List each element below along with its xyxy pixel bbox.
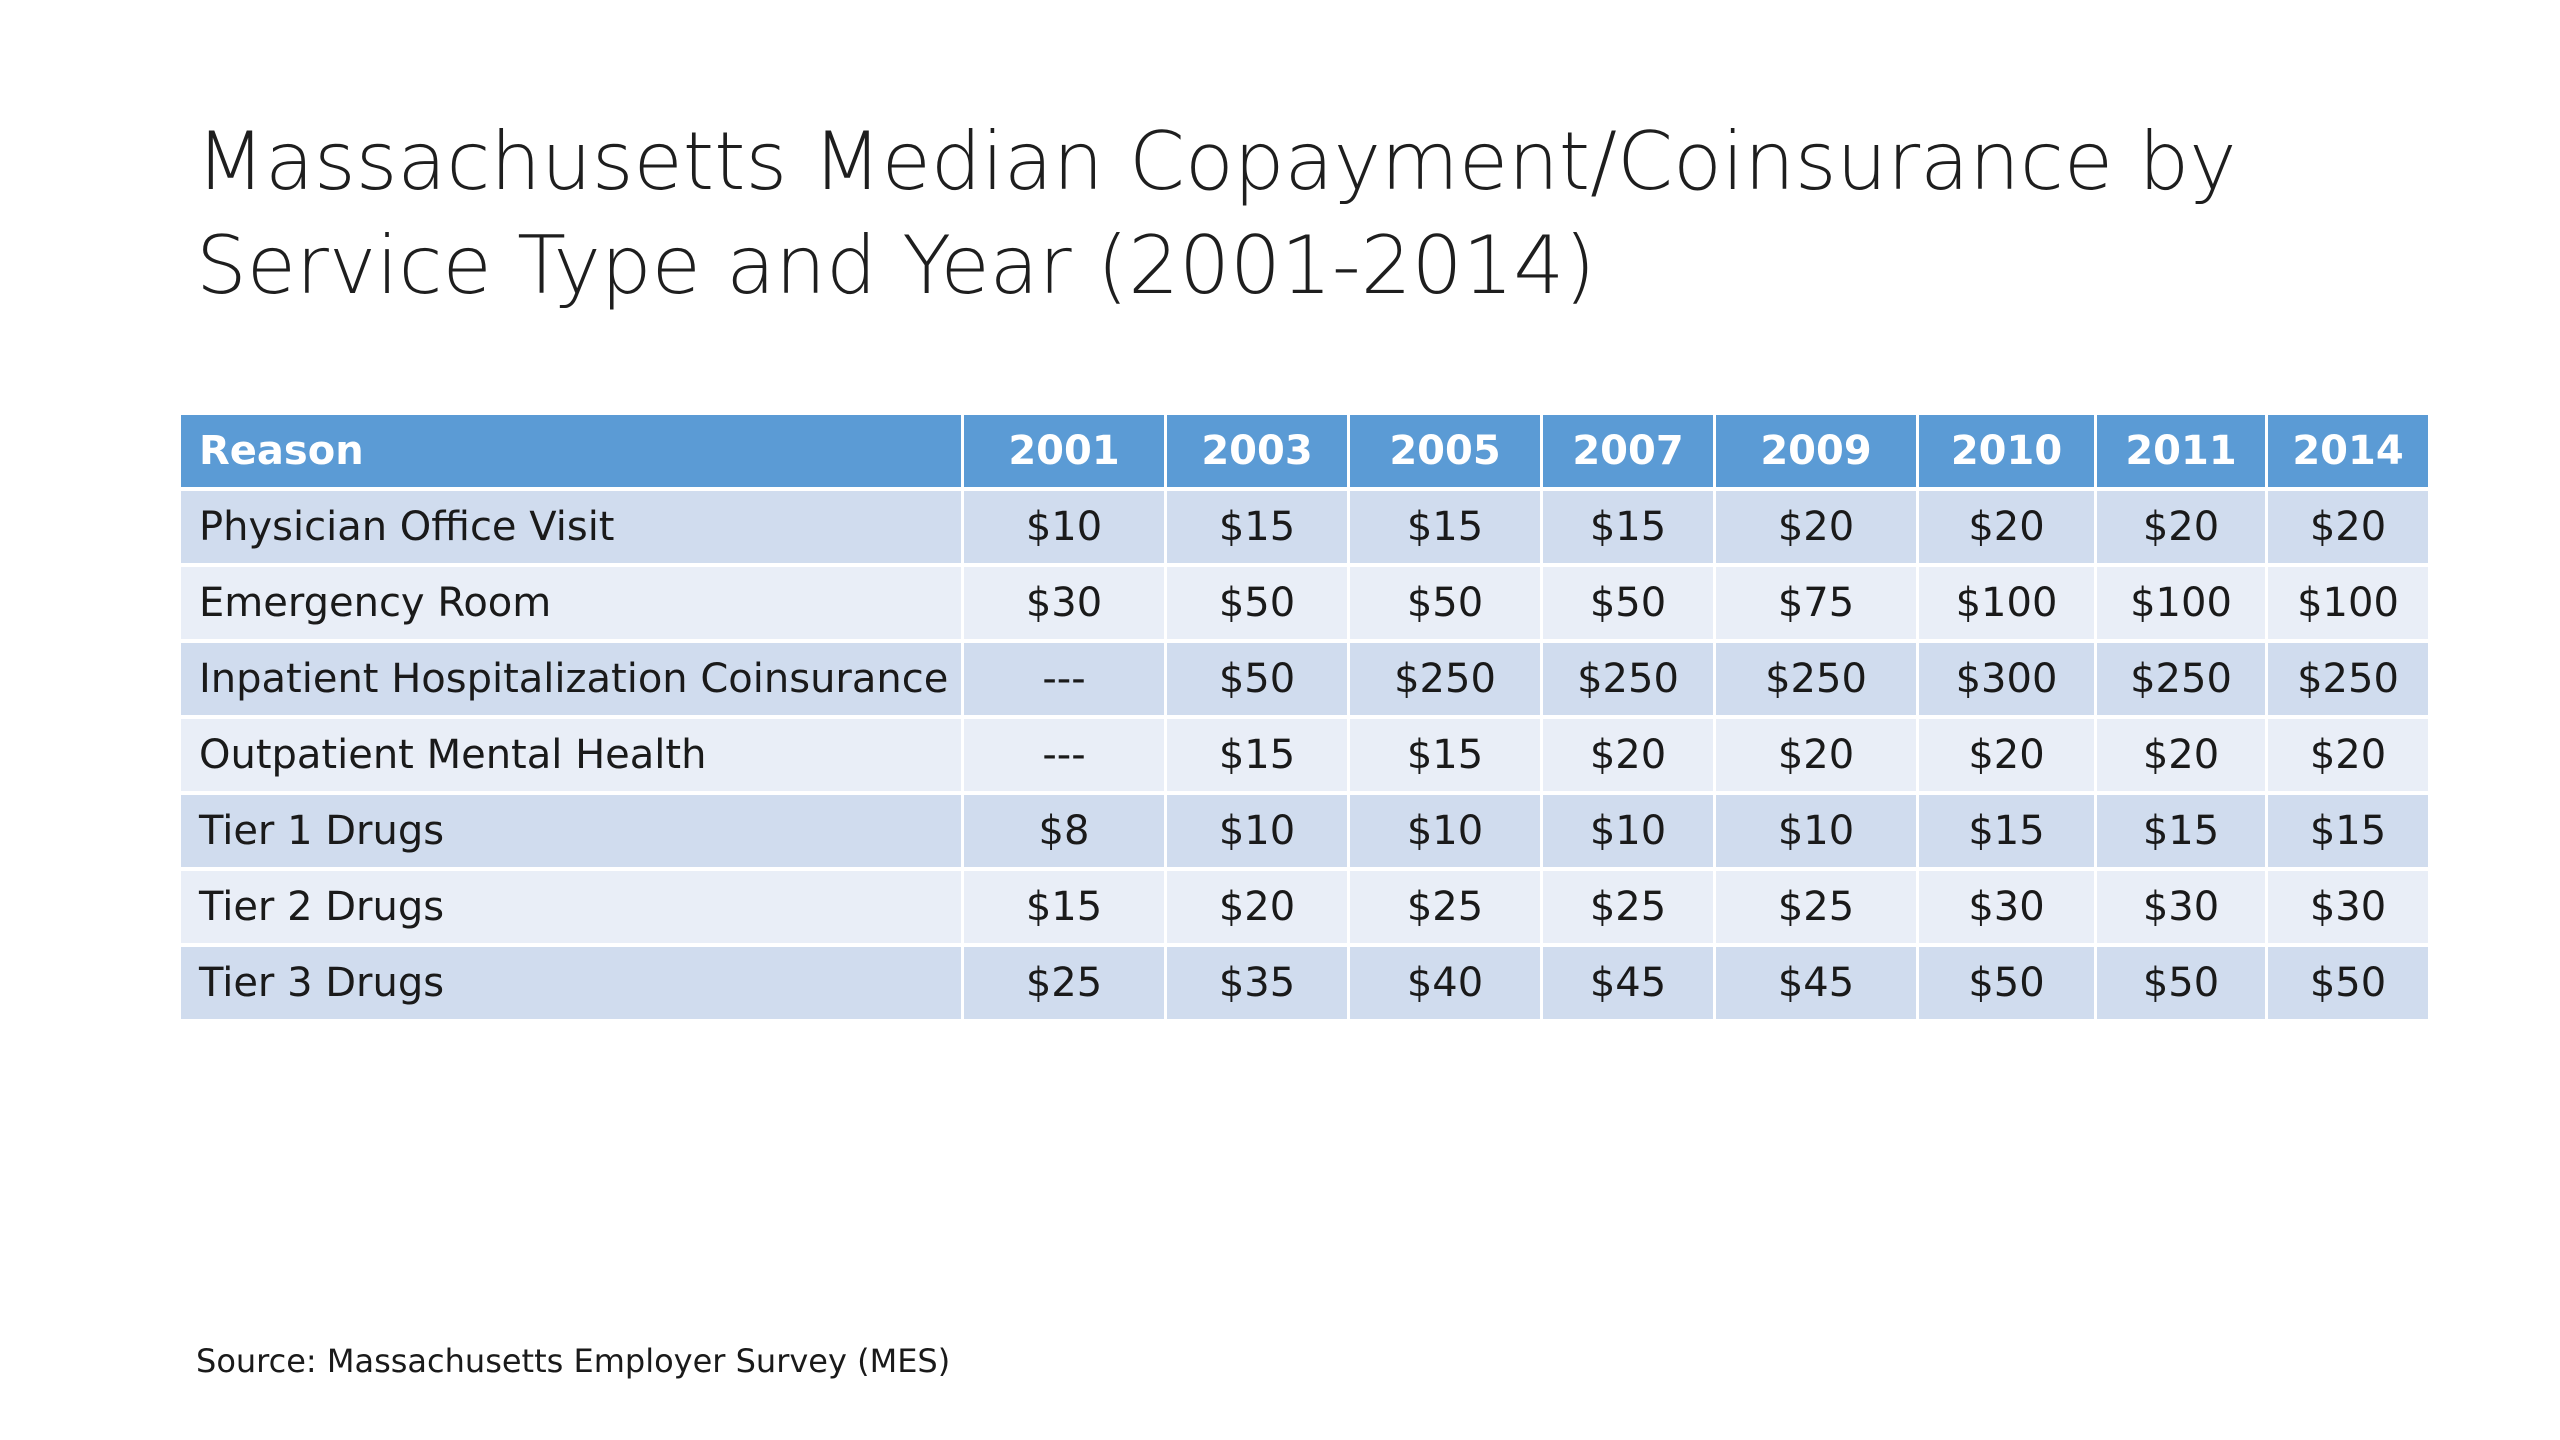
table-cell: $8 [964, 795, 1164, 867]
table-cell: $20 [1167, 871, 1347, 943]
table-cell: $15 [1350, 719, 1540, 791]
title-line-2: Service Type and Year (2001-2014) [196, 219, 1596, 312]
table-cell: $10 [1543, 795, 1713, 867]
table-cell: $25 [1350, 871, 1540, 943]
row-label: Tier 1 Drugs [181, 795, 961, 867]
column-header-2001: 2001 [964, 415, 1164, 487]
table-row: Tier 3 Drugs $25 $35 $40 $45 $45 $50 $50… [181, 947, 2428, 1019]
column-header-2010: 2010 [1919, 415, 2094, 487]
table-cell: $20 [1543, 719, 1713, 791]
table-cell: $50 [2268, 947, 2428, 1019]
table-cell: $50 [1350, 567, 1540, 639]
table-cell: $20 [1919, 719, 2094, 791]
column-header-2007: 2007 [1543, 415, 1713, 487]
table-cell: $15 [1167, 491, 1347, 563]
table-cell: $10 [964, 491, 1164, 563]
table-cell: $45 [1543, 947, 1713, 1019]
table-cell: $25 [1716, 871, 1916, 943]
row-label: Emergency Room [181, 567, 961, 639]
table-cell: $20 [2268, 491, 2428, 563]
row-label: Physician Office Visit [181, 491, 961, 563]
table-cell: $40 [1350, 947, 1540, 1019]
table-row: Inpatient Hospitalization Coinsurance --… [181, 643, 2428, 715]
table-cell: $100 [2268, 567, 2428, 639]
table-row: Physician Office Visit $10 $15 $15 $15 $… [181, 491, 2428, 563]
table-cell: $30 [2097, 871, 2265, 943]
table-cell: $50 [1167, 643, 1347, 715]
table-cell: $100 [1919, 567, 2094, 639]
table-cell: --- [964, 643, 1164, 715]
column-header-2011: 2011 [2097, 415, 2265, 487]
table-cell: $50 [2097, 947, 2265, 1019]
row-label: Tier 3 Drugs [181, 947, 961, 1019]
column-header-2005: 2005 [1350, 415, 1540, 487]
row-label: Inpatient Hospitalization Coinsurance [181, 643, 961, 715]
table-cell: --- [964, 719, 1164, 791]
table-cell: $100 [2097, 567, 2265, 639]
table-cell: $20 [2097, 491, 2265, 563]
table-cell: $25 [964, 947, 1164, 1019]
table-row: Outpatient Mental Health --- $15 $15 $20… [181, 719, 2428, 791]
table-cell: $20 [1919, 491, 2094, 563]
table-cell: $30 [1919, 871, 2094, 943]
table-cell: $20 [1716, 719, 1916, 791]
column-header-2014: 2014 [2268, 415, 2428, 487]
table-cell: $250 [2268, 643, 2428, 715]
table-cell: $75 [1716, 567, 1916, 639]
table-cell: $30 [964, 567, 1164, 639]
table-cell: $50 [1167, 567, 1347, 639]
column-header-2009: 2009 [1716, 415, 1916, 487]
table-header-row: Reason 2001 2003 2005 2007 2009 2010 201… [181, 415, 2428, 487]
table-cell: $35 [1167, 947, 1347, 1019]
table-cell: $250 [1350, 643, 1540, 715]
table-row: Emergency Room $30 $50 $50 $50 $75 $100 … [181, 567, 2428, 639]
table-cell: $250 [1716, 643, 1916, 715]
source-note: Source: Massachusetts Employer Survey (M… [196, 1342, 951, 1380]
table-cell: $10 [1716, 795, 1916, 867]
row-label: Tier 2 Drugs [181, 871, 961, 943]
table-cell: $250 [1543, 643, 1713, 715]
table-cell: $20 [2097, 719, 2265, 791]
column-header-2003: 2003 [1167, 415, 1347, 487]
table-cell: $15 [2268, 795, 2428, 867]
slide-title: Massachusetts Median Copayment/Coinsuran… [196, 110, 2396, 318]
column-header-reason: Reason [181, 415, 961, 487]
title-line-1: Massachusetts Median Copayment/Coinsuran… [196, 115, 2237, 208]
table-cell: $30 [2268, 871, 2428, 943]
table-cell: $15 [1919, 795, 2094, 867]
table-cell: $20 [1716, 491, 1916, 563]
table-cell: $300 [1919, 643, 2094, 715]
copayment-table: Reason 2001 2003 2005 2007 2009 2010 201… [178, 411, 2431, 1023]
table-cell: $250 [2097, 643, 2265, 715]
table-cell: $25 [1543, 871, 1713, 943]
table-cell: $45 [1716, 947, 1916, 1019]
table-row: Tier 1 Drugs $8 $10 $10 $10 $10 $15 $15 … [181, 795, 2428, 867]
table-cell: $10 [1167, 795, 1347, 867]
table-cell: $15 [964, 871, 1164, 943]
table-cell: $20 [2268, 719, 2428, 791]
table-cell: $50 [1919, 947, 2094, 1019]
table-cell: $50 [1543, 567, 1713, 639]
table-cell: $15 [1350, 491, 1540, 563]
table-cell: $15 [1543, 491, 1713, 563]
row-label: Outpatient Mental Health [181, 719, 961, 791]
table-row: Tier 2 Drugs $15 $20 $25 $25 $25 $30 $30… [181, 871, 2428, 943]
table-cell: $15 [2097, 795, 2265, 867]
table-cell: $15 [1167, 719, 1347, 791]
table-cell: $10 [1350, 795, 1540, 867]
